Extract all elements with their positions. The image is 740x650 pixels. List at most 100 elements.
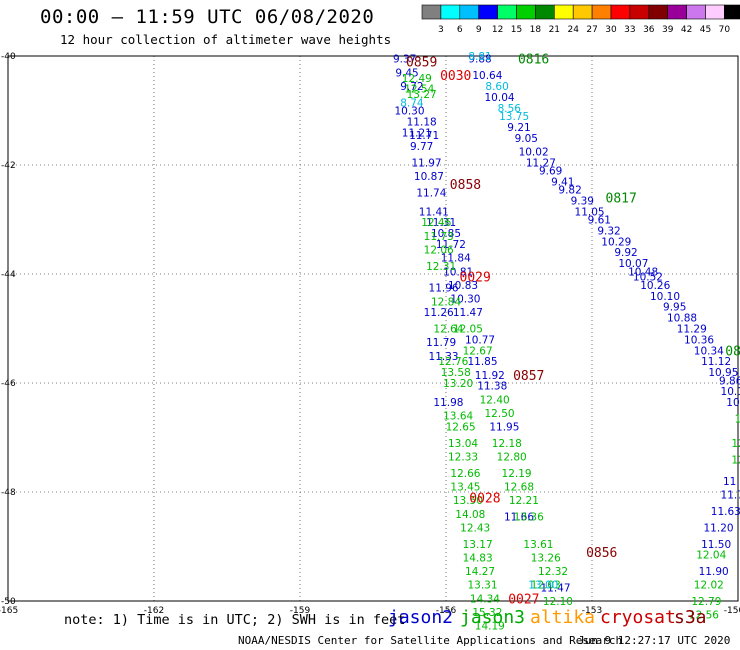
- swh-value-jason2: 10.95: [708, 367, 738, 379]
- legend-cryosat: cryosat: [600, 607, 676, 628]
- credit-text: NOAA/NESDIS Center for Satellite Applica…: [238, 634, 623, 647]
- swh-value-jason3: 12.32: [538, 566, 568, 578]
- swh-value-jason3: 13.36: [514, 512, 544, 524]
- swh-value-jason3: 12.46: [421, 217, 451, 229]
- swh-value-jason2: 11.20: [704, 522, 734, 534]
- swh-value-jason2: 11.29: [677, 324, 707, 336]
- swh-value-jason3: 12.21: [509, 495, 539, 507]
- swh-value-jason2: 10.30: [450, 294, 480, 306]
- swh-value-jason3: 12.33: [448, 452, 478, 464]
- swh-value-jason3: 12.68: [504, 482, 534, 494]
- swh-value-jason2: 11.97: [412, 157, 442, 169]
- swh-value-jason3: 13.61: [523, 539, 553, 551]
- y-tick-label: -44: [1, 270, 16, 280]
- swh-value-jason2: 9.88: [468, 54, 491, 66]
- swh-value-jason2: 11.27: [526, 157, 556, 169]
- swh-value-altika: 13.00: [528, 580, 558, 592]
- pass-time-label: 08: [725, 344, 740, 359]
- swh-value-jason2: 11.79: [721, 490, 740, 502]
- swh-value-jason2: 10.29: [601, 236, 631, 248]
- swh-value-jason2: 11.79: [426, 337, 456, 349]
- swh-value-jason3: 13.26: [531, 552, 561, 564]
- swh-value-jason2: 9.39: [571, 195, 594, 207]
- swh-value-jason2: 10.87: [414, 171, 444, 183]
- colorbar-swatch: [572, 4, 593, 20]
- swh-value-jason3: 12.18: [492, 438, 522, 450]
- swh-value-jason2: 11.38: [477, 381, 507, 393]
- swh-value-jason2: 10.6: [726, 397, 740, 409]
- x-tick-label: -165: [0, 606, 18, 616]
- pass-time-label: 0859: [406, 55, 437, 70]
- swh-value-jason3: 14.27: [465, 566, 495, 578]
- swh-value-jason3: 13.58: [441, 367, 471, 379]
- swh-value-jason3: 13.20: [443, 378, 473, 390]
- swh-value-jason3: 12.84: [431, 296, 461, 308]
- swh-value-jason3: 12.49: [402, 73, 432, 85]
- swh-value-jason2: 9.21: [507, 122, 530, 134]
- swh-value-jason2: 10.36: [684, 334, 714, 346]
- swh-value-jason3: 14.34: [470, 593, 500, 605]
- swh-value-altika: 8.74: [400, 97, 424, 109]
- swh-value-jason2: 11.66: [504, 512, 534, 524]
- swh-value-jason2: 11.12: [701, 356, 731, 368]
- legend-s3a: s3a: [674, 607, 707, 628]
- swh-value-jason2: 10.07: [618, 258, 648, 270]
- footnote: note: 1) Time is in UTC; 2) SWH is in fe…: [64, 612, 406, 628]
- pass-time-label: 0858: [450, 178, 481, 193]
- pass-time-label: 0816: [518, 53, 549, 68]
- swh-value-jason2: 11.21: [402, 127, 432, 139]
- colorbar-swatch: [478, 4, 498, 20]
- swh-value-jason2: 11.84: [441, 253, 471, 265]
- swh-value-jason2: 10.81: [443, 266, 473, 278]
- colorbar-label: 27: [586, 25, 597, 35]
- pass-time-label: 0030: [440, 69, 471, 84]
- colorbar-swatch: [421, 4, 442, 20]
- swh-value-jason3: 13.64: [443, 411, 473, 423]
- y-tick-label: -46: [1, 379, 16, 389]
- pass-time-label: 0027: [508, 592, 539, 607]
- swh-value-jason2: 9.72: [400, 81, 423, 93]
- colorbar-swatch: [667, 4, 687, 20]
- swh-value-jason3: 12.40: [480, 394, 510, 406]
- pass-time-label: 0857: [513, 369, 544, 384]
- swh-value-jason2: 10.34: [694, 345, 724, 357]
- swh-value-jason2: 11.72: [436, 239, 466, 251]
- colorbar-swatch: [516, 4, 536, 20]
- plot-frame: [7, 55, 739, 602]
- pass-time-label: 0856: [586, 546, 617, 561]
- swh-value-jason3: 12.67: [463, 345, 493, 357]
- swh-value-jason3: 15.32: [472, 607, 502, 619]
- colorbar-label: 15: [511, 25, 522, 35]
- swh-value-jason3: 11.73: [424, 231, 454, 243]
- colorbar-swatch: [610, 4, 631, 20]
- swh-value-jason2: 10.88: [667, 313, 697, 325]
- swh-value-jason3: 12: [731, 454, 740, 466]
- swh-value-jason3: 13.17: [463, 539, 493, 551]
- axis-ticks: -165 -162 -159 -156 -153 -150 -40 -42 -44 -46 -48 -…: [0, 52, 740, 616]
- swh-value-jason2: 9.69: [539, 165, 562, 177]
- y-tick-label: -42: [1, 161, 16, 171]
- colorbar-swatch: [629, 4, 650, 20]
- swh-value-jason2: 9.95: [663, 302, 686, 314]
- swh-value-jason2: 11.18: [407, 116, 437, 128]
- colorbar-swatch: [686, 4, 706, 20]
- x-tick-label: -153: [582, 606, 602, 616]
- swh-value-jason2: 11.63: [711, 506, 740, 518]
- swh-value-jason2: 10.13: [721, 386, 740, 398]
- swh-value-jason3: 12.05: [453, 324, 483, 336]
- colorbar-swatch: [459, 4, 479, 20]
- swh-value-jason3: 12.06: [424, 244, 454, 256]
- swh-value-jason3: 14.83: [463, 552, 493, 564]
- swh-value-jason3: 12.54: [404, 84, 434, 96]
- swh-value-jason3: 13.45: [450, 482, 480, 494]
- swh-value-jason3: 13.27: [407, 89, 437, 101]
- generation-timestamp: Jun 9 12:27:17 UTC 2020: [578, 634, 731, 647]
- colorbar-swatch: [591, 4, 612, 20]
- swh-value-jason2: 10.04: [485, 92, 515, 104]
- swh-value-altika: 8.81: [468, 51, 491, 63]
- swh-value-jason2: 10.83: [448, 280, 478, 292]
- data-points: 9.379.459.7210.3011.1811.2111.719.7711.9…: [393, 51, 740, 633]
- swh-value-altika: 8.56: [498, 103, 522, 115]
- swh-value-jason3: 12.43: [460, 522, 490, 534]
